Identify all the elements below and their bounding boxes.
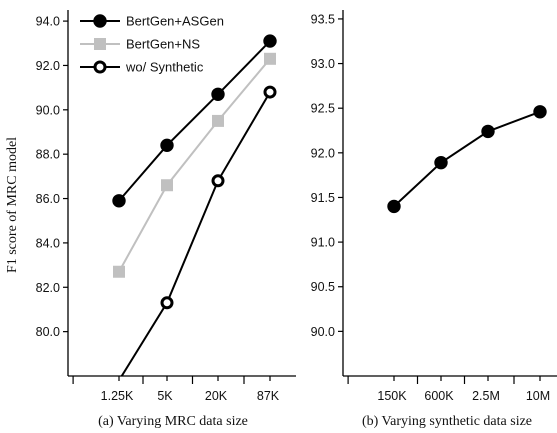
y-tick-label: 93.0 bbox=[311, 57, 335, 71]
series-line bbox=[120, 91, 271, 376]
y-tick-label: 91.0 bbox=[311, 236, 335, 250]
y-tick-label: 80.0 bbox=[36, 325, 60, 339]
data-point bbox=[533, 105, 547, 119]
x-tick-label: 600K bbox=[424, 389, 454, 403]
legend-marker bbox=[94, 38, 106, 50]
x-tick-label: 10M bbox=[526, 389, 550, 403]
data-point bbox=[263, 34, 277, 48]
legend-marker bbox=[93, 14, 107, 28]
y-tick-label: 88.0 bbox=[36, 148, 60, 162]
legend-marker bbox=[93, 60, 107, 74]
y-tick-label: 84.0 bbox=[36, 236, 60, 250]
series-line bbox=[393, 110, 541, 208]
x-tick-label: 1.25K bbox=[101, 389, 134, 403]
y-tick-label: 90.0 bbox=[311, 325, 335, 339]
y-tick-label: 94.0 bbox=[36, 15, 60, 29]
data-point bbox=[212, 114, 224, 127]
data-point bbox=[161, 179, 173, 192]
y-tick-label: 92.5 bbox=[311, 102, 335, 116]
data-point bbox=[112, 194, 126, 208]
y-tick-label: 92.0 bbox=[311, 146, 335, 160]
y-tick-label: 82.0 bbox=[36, 281, 60, 295]
data-point bbox=[160, 138, 174, 153]
panel-a-chart: 80.0 82.0 84.0 86.0 88.0 90.0 92.0 94.0 1.25K 5K 2… bbox=[36, 10, 296, 403]
legend-label: BertGen+ASGen bbox=[126, 14, 224, 29]
x-tick-label: 20K bbox=[205, 389, 228, 403]
x-tick-label: 2.5M bbox=[472, 389, 500, 403]
x-tick-label: 150K bbox=[377, 389, 407, 403]
series-line bbox=[118, 40, 271, 202]
x-tick-label: 5K bbox=[157, 389, 173, 403]
y-tick-label: 91.5 bbox=[311, 191, 335, 205]
data-point bbox=[160, 296, 174, 310]
y-tick-label: 90.5 bbox=[311, 280, 335, 294]
data-point bbox=[263, 85, 277, 99]
panel-b-caption: (b) Varying synthetic data size bbox=[362, 414, 532, 429]
y-tick-label: 86.0 bbox=[36, 192, 60, 206]
y-axis-label: F1 score of MRC model bbox=[5, 137, 20, 273]
data-point bbox=[387, 199, 401, 214]
data-point bbox=[264, 52, 276, 65]
legend-label: BertGen+NS bbox=[126, 37, 200, 52]
data-point bbox=[211, 87, 225, 101]
data-point bbox=[113, 265, 125, 278]
data-point bbox=[211, 174, 225, 188]
y-tick-label: 92.0 bbox=[36, 59, 60, 73]
y-tick-label: 90.0 bbox=[36, 103, 60, 117]
x-tick-label: 87K bbox=[257, 389, 280, 403]
legend: BertGen+ASGen BertGen+NS wo/ Synthetic bbox=[80, 14, 224, 75]
data-point bbox=[434, 155, 448, 170]
series-line bbox=[118, 58, 271, 273]
legend-label: wo/ Synthetic bbox=[125, 60, 204, 75]
data-point bbox=[481, 124, 495, 139]
panel-b-chart: 90.0 90.5 91.0 91.5 92.0 92.5 93.0 93.5 150K 600K… bbox=[311, 10, 557, 403]
panel-a-caption: (a) Varying MRC data size bbox=[98, 414, 248, 429]
y-tick-label: 93.5 bbox=[311, 12, 335, 26]
